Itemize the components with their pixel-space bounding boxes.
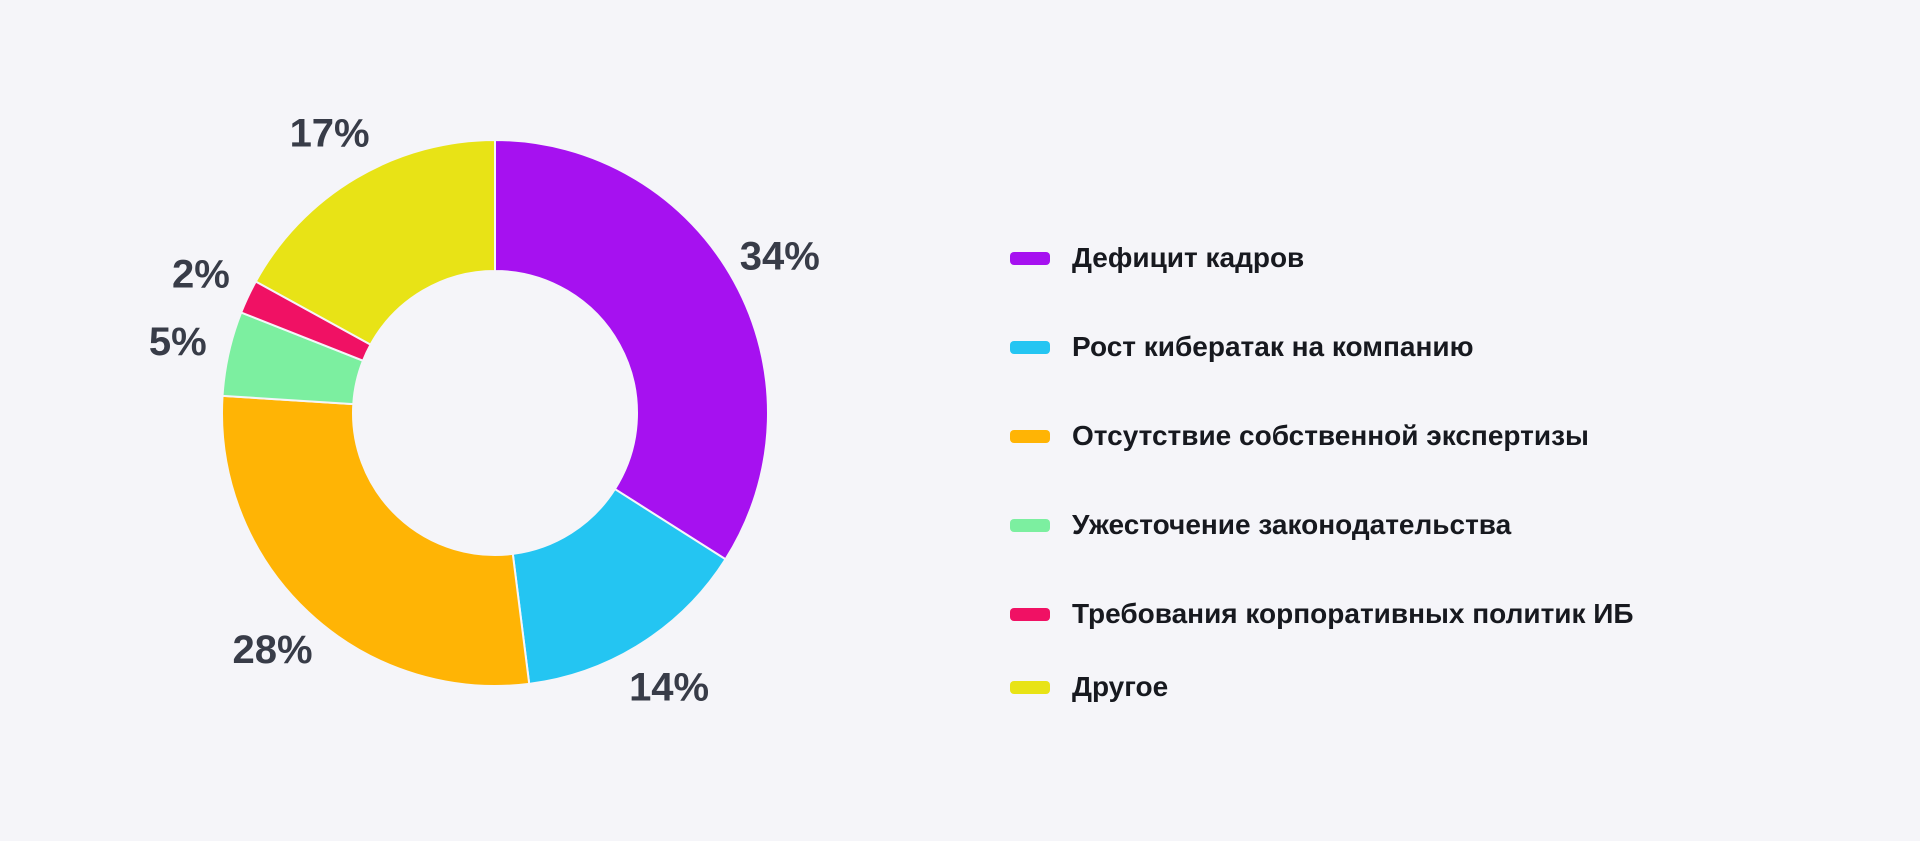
legend-label: Отсутствие собственной экспертизы xyxy=(1072,420,1589,451)
legend-item-1: Рост кибератак на компанию xyxy=(1010,331,1634,363)
pie-slice-1 xyxy=(511,487,727,685)
legend-item-5: Другое xyxy=(1010,671,1634,703)
legend-swatch-icon xyxy=(1010,518,1050,532)
legend-item-4: Требования корпоративных политик ИБ xyxy=(1010,598,1634,630)
legend: Дефицит кадров Рост кибератак на компанию… xyxy=(1010,242,1634,703)
legend-swatch-icon xyxy=(1010,429,1050,443)
legend-item-3: Ужесточение законодательства xyxy=(1010,509,1634,541)
slice-value-label-1: 14% xyxy=(629,665,709,709)
legend-label: Ужесточение законодательства xyxy=(1072,509,1512,540)
legend-label: Рост кибератак на компанию xyxy=(1072,331,1474,362)
slice-value-label-5: 17% xyxy=(290,111,370,155)
legend-item-0: Дефицит кадров xyxy=(1010,242,1634,274)
slice-value-label-4: 2% xyxy=(172,253,230,297)
legend-label: Дефицит кадров xyxy=(1072,242,1305,273)
slice-value-label-2: 28% xyxy=(232,628,312,672)
slice-value-label-0: 34% xyxy=(740,234,820,278)
legend-swatch-icon xyxy=(1010,607,1050,621)
pie-slice-0 xyxy=(494,138,769,561)
legend-label: Требования корпоративных политик ИБ xyxy=(1072,598,1634,629)
pie-slice-5 xyxy=(254,138,496,346)
pie-slice-2 xyxy=(221,394,531,687)
legend-swatch-icon xyxy=(1010,680,1050,694)
legend-swatch-icon xyxy=(1010,340,1050,354)
legend-label: Другое xyxy=(1072,671,1169,702)
legend-item-2: Отсутствие собственной экспертизы xyxy=(1010,420,1634,452)
slice-value-label-3: 5% xyxy=(149,320,207,364)
legend-swatch-icon xyxy=(1010,251,1050,265)
